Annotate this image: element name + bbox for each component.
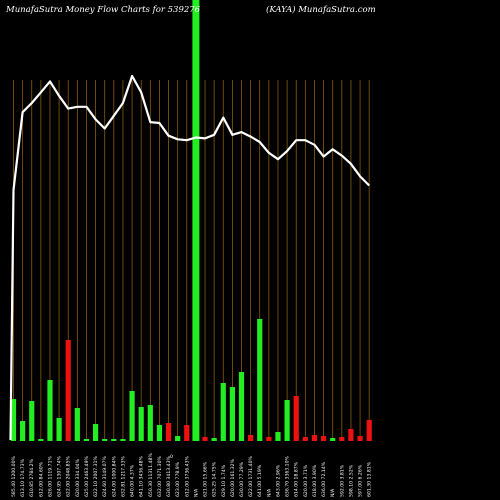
x-tick-label: 636.00 72.14% xyxy=(321,461,327,497)
x-tick-label: 597.00 6.26% xyxy=(358,464,364,497)
money-flow-bar xyxy=(20,421,26,441)
x-tick-label: 626.00 1119.71% xyxy=(47,455,53,497)
x-tick-label: 612.00 3736.43% xyxy=(184,455,190,497)
x-tick-label: 632.81 1217.33% xyxy=(120,455,126,497)
x-tick-label: 620.00 161.32% xyxy=(230,458,236,497)
money-flow-bar xyxy=(65,340,71,441)
highlight-bar-group xyxy=(192,0,200,441)
price-line xyxy=(9,74,370,441)
money-flow-bar xyxy=(47,380,53,441)
money-flow-bar xyxy=(74,408,80,441)
money-flow-bar xyxy=(175,436,181,441)
x-tick-label: 613.10 174.73% xyxy=(20,458,26,497)
money-flow-bar xyxy=(339,437,345,441)
money-flow-bar xyxy=(138,407,144,441)
money-flow-bar xyxy=(111,439,117,441)
x-tick-label: 640.00 4.37% xyxy=(130,464,136,497)
baseline-zero-label: 0 xyxy=(170,454,173,460)
money-flow-bar xyxy=(10,399,17,441)
chart-title-left: MunafaSutra Money Flow Charts for 539276 xyxy=(5,5,201,15)
money-flow-bar xyxy=(83,439,90,441)
x-axis-labels: 585.40 1200.00% 613.10 174.73% 610.85 2784… xyxy=(11,453,373,497)
money-flow-bar xyxy=(211,438,217,441)
money-flow-bar xyxy=(257,319,263,441)
money-flow-bar xyxy=(275,432,281,441)
x-tick-label: 601.30 13.81% xyxy=(367,461,373,497)
x-tick-label: 622.00 2048.85% xyxy=(66,455,72,497)
money-flow-bar xyxy=(56,418,62,441)
x-tick-label: 630.00 77.29% xyxy=(239,461,245,497)
x-tick-label: 650.30 11311.48% xyxy=(148,453,154,497)
x-tick-label: 622.00 1731.40% xyxy=(248,455,254,497)
x-tick-label: 620.00 3.71% xyxy=(303,464,309,497)
x-tick-label: 585.40 1200.00% xyxy=(11,455,17,497)
chart-title-right: (KAYA) MunafaSutra.com xyxy=(266,4,376,15)
money-flow-bar xyxy=(147,405,153,441)
x-tick-label: 620.00 334.04% xyxy=(75,458,81,497)
money-flow-bar xyxy=(156,425,163,441)
x-tick-label: N/A xyxy=(193,488,199,497)
x-tick-label: 618.00 3.90% xyxy=(312,464,318,497)
highlight-bar xyxy=(192,0,200,441)
x-tick-label: N/A xyxy=(330,488,336,497)
money-flow-bar xyxy=(320,436,327,441)
money-flow-bar xyxy=(311,435,318,441)
money-flow-bar xyxy=(284,400,290,441)
x-tick-label: 624.60 3149.07% xyxy=(102,455,108,497)
money-flow-bar xyxy=(184,425,190,441)
x-tick-label: 592.00 3.81% xyxy=(339,464,345,497)
vertical-grid-lines xyxy=(13,80,370,441)
x-tick-label: 623.00 778.9% xyxy=(175,461,181,497)
x-tick-label: 629.10 1.74% xyxy=(221,464,227,497)
x-tick-label: 598.10 2.52% xyxy=(348,464,354,497)
money-flow-bar xyxy=(302,437,308,441)
money-flow-bar xyxy=(366,420,372,441)
money-flow-bar xyxy=(293,396,299,441)
x-tick-label: 632.00 7071.30% xyxy=(157,455,163,497)
x-tick-label: 614.00 18.87% xyxy=(294,461,300,497)
x-tick-label: 612.00 84.60% xyxy=(38,461,44,497)
x-tick-label: 636.70 3363.10% xyxy=(285,455,291,497)
x-tick-label: 622.10 2007.31% xyxy=(93,455,99,497)
money-flow-bar xyxy=(248,435,254,441)
money-flow-bar xyxy=(238,372,245,441)
money-flow-bar xyxy=(165,423,172,441)
money-flow-bar xyxy=(102,439,108,441)
x-tick-label: 641.00 5.19% xyxy=(257,464,263,497)
money-flow-bar xyxy=(348,429,354,441)
money-flow-bar xyxy=(357,436,363,441)
x-tick-label: 630.80 3413.43% xyxy=(166,455,172,497)
money-flow-bar xyxy=(29,401,35,441)
money-flow-bars xyxy=(10,319,372,441)
money-flow-bar xyxy=(266,437,272,441)
money-flow-bar xyxy=(38,439,44,441)
money-flow-bar xyxy=(229,387,235,441)
x-tick-label: 625.25 14.75% xyxy=(212,461,218,497)
money-flow-bar xyxy=(220,383,226,441)
money-flow-bar xyxy=(92,424,99,441)
money-flow-bar xyxy=(129,391,135,441)
x-tick-label: 625.00 2463.49% xyxy=(84,455,90,497)
x-tick-label: N/A xyxy=(266,488,272,497)
money-flow-bar xyxy=(202,437,208,441)
x-tick-label: 621.00 15.66% xyxy=(203,461,209,497)
x-tick-label: 641.10 3436.48% xyxy=(139,455,145,497)
money-flow-bar xyxy=(120,439,126,441)
x-tick-label: 643.00 2.96% xyxy=(275,464,281,497)
money-flow-bar xyxy=(330,438,336,441)
x-tick-label: 610.85 2784.2% xyxy=(29,458,35,497)
x-tick-label: 624.00 1000.84% xyxy=(111,455,117,497)
x-tick-label: 624.95 1307.74% xyxy=(57,455,63,497)
